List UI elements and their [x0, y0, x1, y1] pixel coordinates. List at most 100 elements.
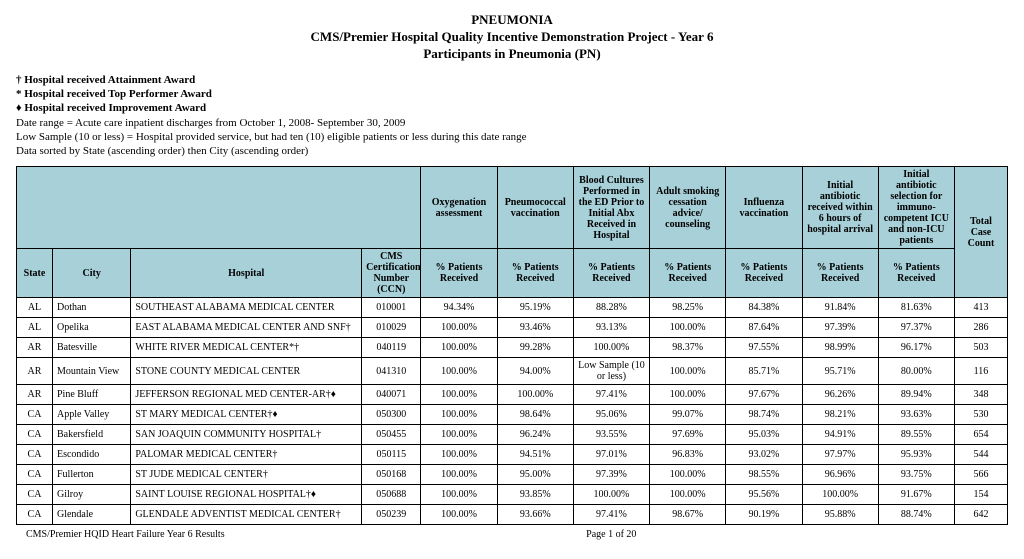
- cell-hospital: EAST ALABAMA MEDICAL CENTER AND SNF†: [131, 318, 362, 338]
- cell-c5: 93.02%: [726, 445, 802, 465]
- cell-c6: 94.91%: [802, 425, 878, 445]
- footer-center: Page 1 of 20: [586, 529, 636, 540]
- note-sort: Data sorted by State (ascending order) t…: [16, 144, 1008, 158]
- cell-c1: 100.00%: [421, 338, 497, 358]
- cell-c3: 100.00%: [573, 485, 649, 505]
- note-date-range: Date range = Acute care inpatient discha…: [16, 116, 1008, 130]
- cell-state: AR: [17, 358, 53, 385]
- cell-c4: 99.07%: [650, 405, 726, 425]
- table-row: CAApple ValleyST MARY MEDICAL CENTER†♦05…: [17, 405, 1008, 425]
- cell-hospital: SAN JOAQUIN COMMUNITY HOSPITAL†: [131, 425, 362, 445]
- cell-c7: 95.93%: [878, 445, 954, 465]
- cell-c5: 97.67%: [726, 385, 802, 405]
- cell-c4: 97.69%: [650, 425, 726, 445]
- cell-c6: 95.88%: [802, 505, 878, 525]
- cell-c7: 93.75%: [878, 465, 954, 485]
- footer-left: CMS/Premier HQID Heart Failure Year 6 Re…: [26, 529, 225, 540]
- header-pct-2: % Patients Received: [497, 249, 573, 298]
- cell-city: Batesville: [52, 338, 130, 358]
- cell-total: 154: [954, 485, 1007, 505]
- cell-c1: 100.00%: [421, 445, 497, 465]
- cell-c6: 96.96%: [802, 465, 878, 485]
- table-row: ARPine BluffJEFFERSON REGIONAL MED CENTE…: [17, 385, 1008, 405]
- cell-ccn: 010001: [362, 298, 421, 318]
- cell-c4: 96.83%: [650, 445, 726, 465]
- cell-c5: 95.56%: [726, 485, 802, 505]
- cell-total: 413: [954, 298, 1007, 318]
- cell-state: AL: [17, 318, 53, 338]
- cell-ccn: 050455: [362, 425, 421, 445]
- cell-c2: 93.85%: [497, 485, 573, 505]
- header-initial-6h: Initial antibiotic received within 6 hou…: [802, 167, 878, 249]
- cell-state: CA: [17, 445, 53, 465]
- title-line-3: Participants in Pneumonia (PN): [16, 46, 1008, 63]
- cell-c3: 97.41%: [573, 385, 649, 405]
- cell-c7: 81.63%: [878, 298, 954, 318]
- cell-city: Glendale: [52, 505, 130, 525]
- header-pct-3: % Patients Received: [573, 249, 649, 298]
- cell-ccn: 040119: [362, 338, 421, 358]
- cell-state: CA: [17, 465, 53, 485]
- cell-c7: 89.55%: [878, 425, 954, 445]
- table-row: ALOpelikaEAST ALABAMA MEDICAL CENTER AND…: [17, 318, 1008, 338]
- cell-total: 544: [954, 445, 1007, 465]
- cell-c5: 98.74%: [726, 405, 802, 425]
- cell-c3: 100.00%: [573, 338, 649, 358]
- cell-c5: 95.03%: [726, 425, 802, 445]
- header-city: City: [52, 249, 130, 298]
- cell-c5: 84.38%: [726, 298, 802, 318]
- header-adult-smoking: Adult smoking cessation advice/ counseli…: [650, 167, 726, 249]
- header-initial-selection: Initial antibiotic selection for immuno-…: [878, 167, 954, 249]
- cell-c6: 91.84%: [802, 298, 878, 318]
- title-line-1: PNEUMONIA: [16, 12, 1008, 29]
- cell-state: CA: [17, 505, 53, 525]
- table-row: ALDothanSOUTHEAST ALABAMA MEDICAL CENTER…: [17, 298, 1008, 318]
- cell-c1: 100.00%: [421, 465, 497, 485]
- cell-c1: 94.34%: [421, 298, 497, 318]
- cell-city: Gilroy: [52, 485, 130, 505]
- notes-block: † Hospital received Attainment Award * H…: [16, 73, 1008, 159]
- cell-c3: 95.06%: [573, 405, 649, 425]
- cell-ccn: 050115: [362, 445, 421, 465]
- table-row: CAEscondidoPALOMAR MEDICAL CENTER†050115…: [17, 445, 1008, 465]
- cell-total: 530: [954, 405, 1007, 425]
- cell-hospital: GLENDALE ADVENTIST MEDICAL CENTER†: [131, 505, 362, 525]
- header-pct-5: % Patients Received: [726, 249, 802, 298]
- header-blank: [17, 167, 421, 249]
- cell-ccn: 040071: [362, 385, 421, 405]
- cell-c5: 85.71%: [726, 358, 802, 385]
- cell-total: 348: [954, 385, 1007, 405]
- table-row: CABakersfieldSAN JOAQUIN COMMUNITY HOSPI…: [17, 425, 1008, 445]
- cell-city: Pine Bluff: [52, 385, 130, 405]
- cell-c1: 100.00%: [421, 405, 497, 425]
- header-state: State: [17, 249, 53, 298]
- title-line-2: CMS/Premier Hospital Quality Incentive D…: [16, 29, 1008, 46]
- cell-total: 116: [954, 358, 1007, 385]
- cell-c6: 97.97%: [802, 445, 878, 465]
- table-row: CAGilroySAINT LOUISE REGIONAL HOSPITAL†♦…: [17, 485, 1008, 505]
- cell-c6: 97.39%: [802, 318, 878, 338]
- cell-hospital: ST JUDE MEDICAL CENTER†: [131, 465, 362, 485]
- cell-c3: 97.39%: [573, 465, 649, 485]
- header-pct-7: % Patients Received: [878, 249, 954, 298]
- cell-c2: 99.28%: [497, 338, 573, 358]
- cell-c5: 90.19%: [726, 505, 802, 525]
- cell-total: 286: [954, 318, 1007, 338]
- cell-ccn: 041310: [362, 358, 421, 385]
- cell-c1: 100.00%: [421, 425, 497, 445]
- cell-c7: 91.67%: [878, 485, 954, 505]
- note-low-sample: Low Sample (10 or less) = Hospital provi…: [16, 130, 1008, 144]
- cell-c3: 88.28%: [573, 298, 649, 318]
- page-footer: CMS/Premier HQID Heart Failure Year 6 Re…: [16, 525, 1008, 540]
- cell-hospital: PALOMAR MEDICAL CENTER†: [131, 445, 362, 465]
- cell-city: Apple Valley: [52, 405, 130, 425]
- cell-state: AR: [17, 385, 53, 405]
- cell-c2: 100.00%: [497, 385, 573, 405]
- cell-c6: 100.00%: [802, 485, 878, 505]
- title-block: PNEUMONIA CMS/Premier Hospital Quality I…: [16, 12, 1008, 63]
- cell-c2: 93.66%: [497, 505, 573, 525]
- cell-c6: 95.71%: [802, 358, 878, 385]
- cell-c6: 98.99%: [802, 338, 878, 358]
- header-hospital: Hospital: [131, 249, 362, 298]
- cell-c7: 89.94%: [878, 385, 954, 405]
